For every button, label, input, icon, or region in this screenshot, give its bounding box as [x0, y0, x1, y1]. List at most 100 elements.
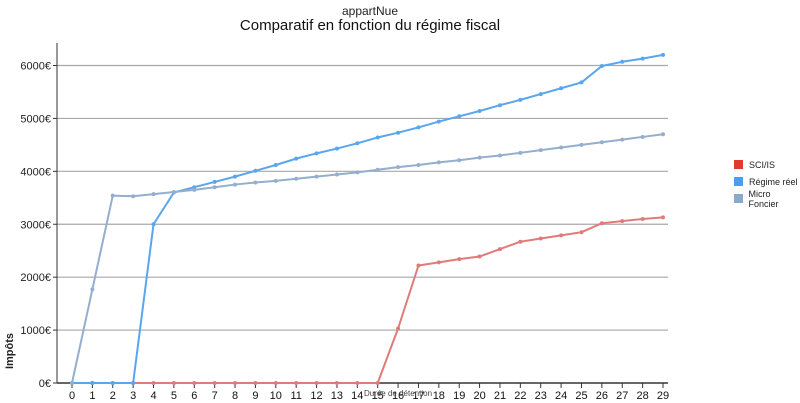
x-tick-label: 23 [535, 390, 547, 402]
data-point [477, 109, 482, 114]
data-point [273, 381, 278, 385]
series-line-0 [72, 216, 664, 384]
x-tick-label: 15 [372, 390, 384, 402]
data-point [212, 185, 217, 190]
x-tick-label: 29 [657, 390, 669, 402]
data-point [518, 150, 523, 155]
x-tick-label: 9 [252, 390, 258, 402]
data-point [559, 233, 564, 238]
data-point [457, 158, 462, 163]
y-tick-label: 0€ [39, 378, 51, 390]
legend-swatch-sci-is [734, 160, 743, 169]
y-tick-label: 6000€ [20, 61, 51, 73]
data-point [579, 142, 584, 147]
data-point [151, 381, 156, 385]
data-point [253, 381, 258, 385]
x-tick-label: 27 [616, 390, 628, 402]
series-line-2 [71, 133, 664, 384]
x-tick-label: 0 [69, 390, 75, 402]
data-point [334, 172, 339, 177]
x-tick-label: 21 [494, 390, 506, 402]
data-point [314, 174, 319, 179]
x-tick-label: 3 [130, 390, 136, 402]
data-point [355, 381, 360, 385]
data-point [457, 114, 462, 119]
y-tick-label: 3000€ [20, 219, 51, 231]
data-point [457, 257, 462, 262]
data-point [436, 260, 441, 265]
data-point [416, 125, 421, 130]
data-point [497, 247, 502, 252]
y-tick-label: 2000€ [20, 272, 51, 284]
data-point [334, 146, 339, 151]
data-point [640, 216, 645, 221]
data-point [477, 254, 482, 259]
data-point [131, 194, 136, 199]
x-tick-label: 1 [89, 390, 95, 402]
data-point [253, 168, 258, 173]
data-point [559, 145, 564, 150]
data-point [416, 263, 421, 268]
data-point [355, 141, 360, 146]
data-point [538, 236, 543, 241]
data-point [253, 180, 258, 185]
data-point [233, 174, 238, 179]
data-point [396, 326, 401, 331]
data-point [212, 179, 217, 184]
data-point [661, 215, 665, 220]
x-tick-label: 10 [270, 390, 282, 402]
data-point [90, 381, 95, 385]
legend-label-micro-foncier: Micro Foncier [748, 188, 779, 209]
data-point [273, 178, 278, 183]
y-tick-label: 1000€ [20, 325, 51, 337]
x-tick-label: 14 [351, 390, 363, 402]
x-tick-label: 19 [453, 390, 465, 402]
legend[interactable]: SCI/IS Régime réel Micro Foncier [734, 156, 800, 209]
x-tick-label: 2 [110, 390, 116, 402]
data-point [538, 92, 543, 97]
data-point [151, 192, 156, 197]
data-point [599, 140, 604, 145]
data-point [314, 381, 319, 385]
x-tick-label: 8 [232, 390, 238, 402]
data-point [233, 182, 238, 187]
data-point [640, 56, 645, 61]
legend-item-micro-foncier[interactable]: Micro Foncier [734, 188, 800, 209]
data-point [375, 167, 380, 172]
data-point [518, 239, 523, 244]
data-point [538, 148, 543, 153]
data-point [436, 160, 441, 165]
data-point [559, 86, 564, 91]
data-point [131, 381, 136, 385]
data-point [171, 189, 176, 194]
legend-swatch-regime-reel [734, 177, 743, 186]
data-point [171, 381, 176, 385]
data-point [497, 103, 502, 108]
legend-item-sci-is[interactable]: SCI/IS [734, 156, 800, 173]
data-point [477, 155, 482, 160]
chart-title: Comparatif en fonction du régime fiscal [239, 17, 501, 34]
data-point [599, 221, 604, 226]
x-tick-label: 25 [575, 390, 587, 402]
data-point [396, 130, 401, 135]
x-tick-label: 11 [290, 390, 301, 402]
x-tick-label: 28 [636, 390, 648, 402]
chart-subtitle: appartNue [341, 4, 399, 18]
x-tick-label: 13 [331, 390, 343, 402]
x-tick-label: 12 [310, 390, 322, 402]
data-point [192, 187, 197, 192]
x-tick-label: 4 [150, 390, 156, 402]
data-point [620, 137, 625, 142]
data-point [110, 381, 115, 385]
data-point [294, 176, 299, 181]
x-tick-label: 26 [596, 390, 608, 402]
data-point [599, 64, 604, 69]
data-point [375, 135, 380, 140]
legend-item-regime-reel[interactable]: Régime réel [734, 173, 800, 190]
data-point [151, 222, 156, 227]
data-point [334, 381, 339, 385]
x-tick-label: 5 [171, 390, 177, 402]
x-tick-label: 24 [555, 390, 567, 402]
data-point [294, 156, 299, 161]
x-tick-label: 7 [212, 390, 218, 402]
